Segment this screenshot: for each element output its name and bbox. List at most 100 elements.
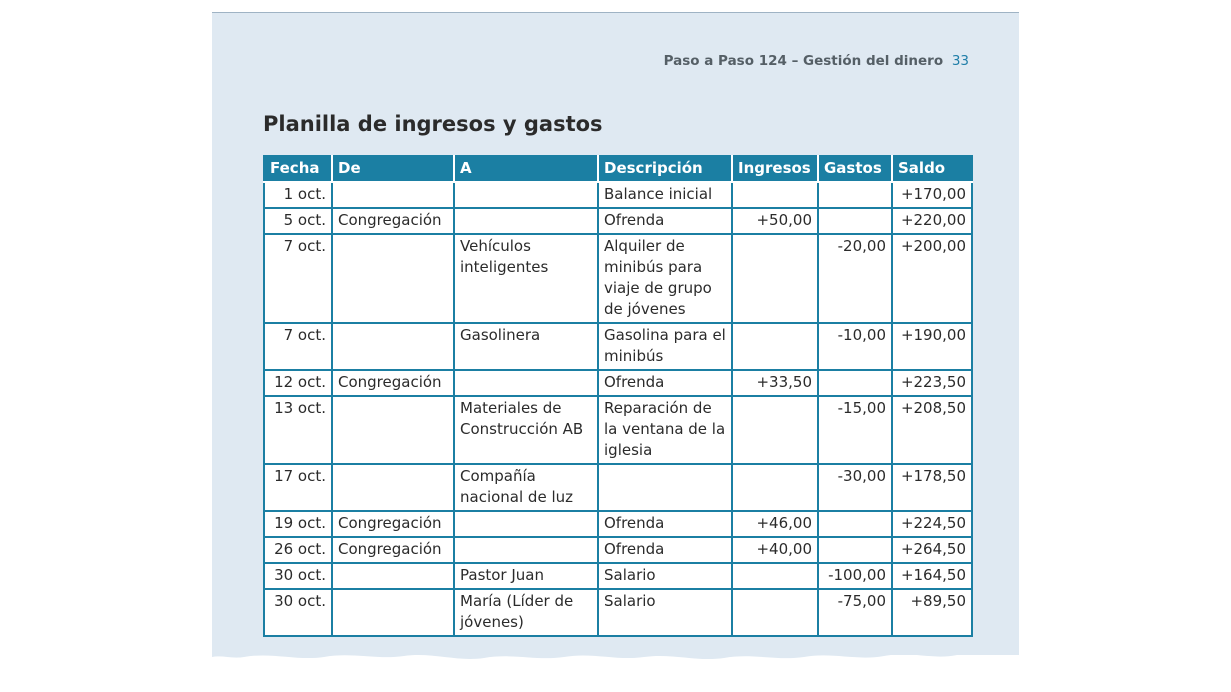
column-header-ingresos: Ingresos bbox=[731, 155, 819, 183]
cell-ingresos bbox=[731, 322, 819, 371]
cell-fecha: 30 oct. bbox=[263, 562, 333, 590]
table-row: 1 oct. Balance inicial +170,00 bbox=[263, 181, 973, 209]
table-row: 7 oct. Vehículos inteligentes Alquiler de … bbox=[263, 233, 973, 324]
cell-descripcion: Ofrenda bbox=[597, 510, 733, 538]
income-expense-table: Fecha De A Descripción Ingresos Gastos S… bbox=[263, 155, 973, 637]
cell-descripcion: Alquiler de minibús para viaje de grupo … bbox=[597, 233, 733, 324]
cell-de bbox=[331, 562, 455, 590]
column-header-saldo: Saldo bbox=[891, 155, 973, 183]
table-row: 5 oct. Congregación Ofrenda +50,00 +220,00 bbox=[263, 207, 973, 235]
torn-page-edge bbox=[212, 640, 1019, 660]
cell-fecha: 7 oct. bbox=[263, 233, 333, 324]
cell-saldo: +264,50 bbox=[891, 536, 973, 564]
cell-descripcion bbox=[597, 463, 733, 512]
cell-descripcion: Gasolina para el minibús bbox=[597, 322, 733, 371]
table-row: 19 oct. Congregación Ofrenda +46,00 +224,50 bbox=[263, 510, 973, 538]
cell-saldo: +178,50 bbox=[891, 463, 973, 512]
running-header: Paso a Paso 124 – Gestión del dinero 33 bbox=[664, 53, 969, 69]
cell-gastos bbox=[817, 536, 893, 564]
cell-a: Vehículos inteligentes bbox=[453, 233, 599, 324]
cell-fecha: 1 oct. bbox=[263, 181, 333, 209]
cell-gastos bbox=[817, 181, 893, 209]
table-row: 17 oct. Compañía nacional de luz -30,00 +17… bbox=[263, 463, 973, 512]
table-row: 7 oct. Gasolinera Gasolina para el minibús… bbox=[263, 322, 973, 371]
cell-saldo: +89,50 bbox=[891, 588, 973, 637]
cell-gastos: -10,00 bbox=[817, 322, 893, 371]
cell-de: Congregación bbox=[331, 369, 455, 397]
cell-de: Congregación bbox=[331, 536, 455, 564]
column-header-descripcion: Descripción bbox=[597, 155, 733, 183]
cell-fecha: 30 oct. bbox=[263, 588, 333, 637]
running-title: Paso a Paso 124 – Gestión del dinero bbox=[663, 53, 944, 69]
cell-gastos bbox=[817, 207, 893, 235]
cell-ingresos bbox=[731, 181, 819, 209]
table-body: 1 oct. Balance inicial +170,00 5 oct. Congre… bbox=[263, 181, 973, 637]
cell-fecha: 12 oct. bbox=[263, 369, 333, 397]
cell-a bbox=[453, 536, 599, 564]
cell-descripcion: Ofrenda bbox=[597, 369, 733, 397]
cell-descripcion: Ofrenda bbox=[597, 536, 733, 564]
cell-saldo: +170,00 bbox=[891, 181, 973, 209]
cell-de bbox=[331, 181, 455, 209]
cell-saldo: +220,00 bbox=[891, 207, 973, 235]
column-header-de: De bbox=[331, 155, 455, 183]
cell-ingresos: +40,00 bbox=[731, 536, 819, 564]
cell-ingresos bbox=[731, 463, 819, 512]
cell-saldo: +200,00 bbox=[891, 233, 973, 324]
cell-a: María (Líder de jóvenes) bbox=[453, 588, 599, 637]
cell-fecha: 26 oct. bbox=[263, 536, 333, 564]
cell-de bbox=[331, 395, 455, 465]
cell-de bbox=[331, 588, 455, 637]
cell-ingresos: +46,00 bbox=[731, 510, 819, 538]
column-header-fecha: Fecha bbox=[263, 155, 333, 183]
cell-gastos: -75,00 bbox=[817, 588, 893, 637]
cell-descripcion: Reparación de la ventana de la iglesia bbox=[597, 395, 733, 465]
cell-gastos bbox=[817, 369, 893, 397]
cell-gastos: -15,00 bbox=[817, 395, 893, 465]
section-title: Planilla de ingresos y gastos bbox=[263, 112, 603, 136]
cell-saldo: +208,50 bbox=[891, 395, 973, 465]
table-row: 13 oct. Materiales de Construcción AB Repa… bbox=[263, 395, 973, 465]
cell-ingresos bbox=[731, 562, 819, 590]
table-row: 26 oct. Congregación Ofrenda +40,00 +264,50 bbox=[263, 536, 973, 564]
cell-a bbox=[453, 369, 599, 397]
cell-a: Materiales de Construcción AB bbox=[453, 395, 599, 465]
table-row: 30 oct. Pastor Juan Salario -100,00 +164,50 bbox=[263, 562, 973, 590]
cell-ingresos: +50,00 bbox=[731, 207, 819, 235]
cell-fecha: 19 oct. bbox=[263, 510, 333, 538]
cell-gastos: -30,00 bbox=[817, 463, 893, 512]
cell-de bbox=[331, 463, 455, 512]
cell-a: Gasolinera bbox=[453, 322, 599, 371]
cell-fecha: 13 oct. bbox=[263, 395, 333, 465]
cell-fecha: 17 oct. bbox=[263, 463, 333, 512]
cell-ingresos: +33,50 bbox=[731, 369, 819, 397]
cell-de bbox=[331, 233, 455, 324]
table-row: 30 oct. María (Líder de jóvenes) Salario -7… bbox=[263, 588, 973, 637]
cell-a bbox=[453, 181, 599, 209]
cell-a bbox=[453, 207, 599, 235]
cell-gastos: -20,00 bbox=[817, 233, 893, 324]
cell-ingresos bbox=[731, 588, 819, 637]
cell-saldo: +223,50 bbox=[891, 369, 973, 397]
document-page: Paso a Paso 124 – Gestión del dinero 33 … bbox=[212, 12, 1019, 655]
cell-gastos: -100,00 bbox=[817, 562, 893, 590]
column-header-a: A bbox=[453, 155, 599, 183]
cell-a bbox=[453, 510, 599, 538]
cell-gastos bbox=[817, 510, 893, 538]
cell-descripcion: Salario bbox=[597, 562, 733, 590]
cell-de bbox=[331, 322, 455, 371]
cell-fecha: 7 oct. bbox=[263, 322, 333, 371]
cell-saldo: +190,00 bbox=[891, 322, 973, 371]
cell-descripcion: Salario bbox=[597, 588, 733, 637]
table-header-row: Fecha De A Descripción Ingresos Gastos S… bbox=[263, 155, 973, 183]
page-number: 33 bbox=[951, 53, 969, 69]
cell-descripcion: Ofrenda bbox=[597, 207, 733, 235]
cell-ingresos bbox=[731, 233, 819, 324]
cell-saldo: +164,50 bbox=[891, 562, 973, 590]
cell-descripcion: Balance inicial bbox=[597, 181, 733, 209]
cell-fecha: 5 oct. bbox=[263, 207, 333, 235]
column-header-gastos: Gastos bbox=[817, 155, 893, 183]
cell-de: Congregación bbox=[331, 207, 455, 235]
cell-saldo: +224,50 bbox=[891, 510, 973, 538]
cell-a: Pastor Juan bbox=[453, 562, 599, 590]
